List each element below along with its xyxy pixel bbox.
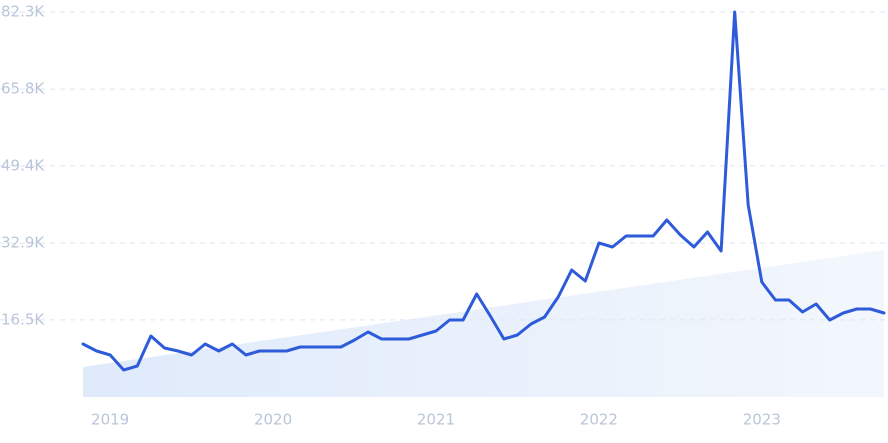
trend-area	[83, 250, 884, 397]
y-tick-label: 32.9K	[1, 234, 45, 252]
data-line	[81, 10, 886, 372]
x-tick-label: 2023	[743, 411, 781, 429]
x-tick-label: 2021	[417, 411, 455, 429]
x-tick-label: 2019	[91, 411, 129, 429]
x-tick-label: 2022	[580, 411, 618, 429]
y-tick-label: 49.4K	[1, 156, 45, 174]
y-tick-label: 16.5K	[1, 310, 45, 328]
y-tick-label: 65.8K	[1, 80, 45, 98]
y-tick-label: 82.3K	[1, 3, 45, 21]
x-tick-label: 2020	[254, 411, 292, 429]
